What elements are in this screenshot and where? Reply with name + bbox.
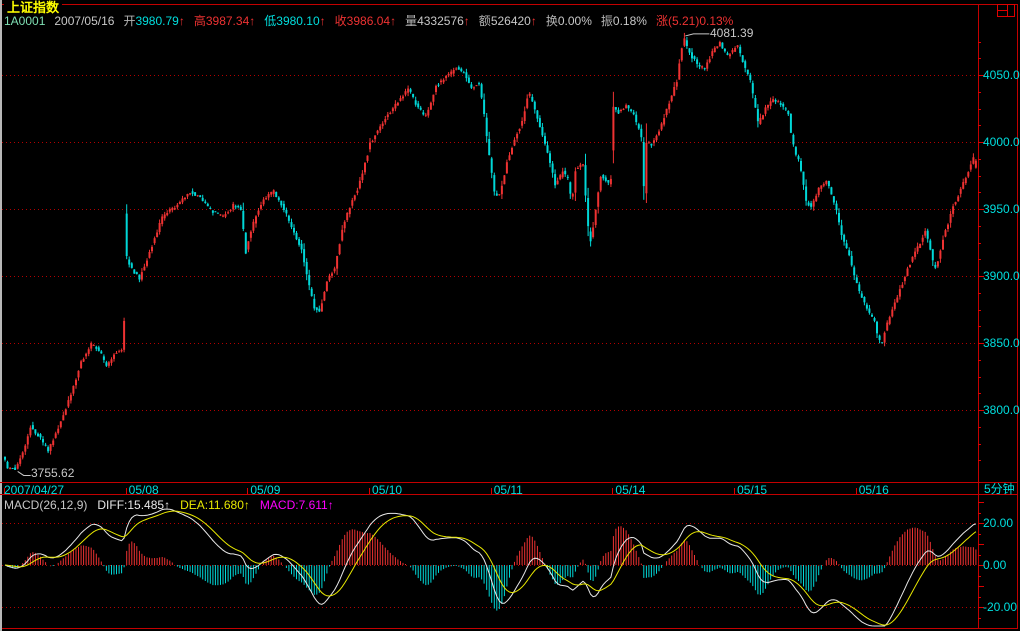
frame-line-top [0,4,1018,5]
price-axis-label: 3900.0 [983,269,1020,283]
macd-arrow-icon: ↑ [327,498,334,512]
dea-arrow-icon: ↑ [243,498,250,512]
dea-line [4,510,977,626]
quote-field-量: 量4332576↑ [405,14,470,28]
quote-field-换: 换0.00% [545,14,592,28]
date-label: 05/16 [858,483,889,497]
macd-axis-label: 20.00 [983,516,1014,530]
main-chart-area[interactable] [2,28,978,482]
price-axis-label: 4050.0 [983,68,1020,82]
symbol-code: 1A0001 [4,14,46,28]
frame-line-bottom [0,628,1018,629]
frame-line-left [0,0,2,631]
date-label: 05/09 [250,483,281,497]
macd-indicator-header: MACD(26,12,9) DIFF:15.485↑ DEA:11.680↑ M… [4,499,334,512]
date-label: 2007/04/27 [4,483,65,497]
index-title: 上证指数 [4,1,63,14]
date-label: 05/08 [128,483,159,497]
low-annotation-leader [17,471,31,476]
high-annotation-leader [685,33,710,37]
quote-field-额: 额526420↑ [478,14,537,28]
diff-line [4,508,977,627]
quote-field-涨: 涨(5.21)0.13% [655,14,734,28]
quote-date: 2007/05/16 [54,14,115,28]
quote-field-收: 收3986.04↑ [334,14,397,28]
diff-value: DIFF:15.485↑ [97,498,171,512]
date-label: 05/15 [737,483,768,497]
axis-separator [978,4,979,629]
macd-name: MACD(26,12,9) [4,498,88,512]
period-label: 5分钟 [984,482,1015,496]
price-axis-label: 3950.0 [983,202,1020,216]
dea-value: DEA:11.680↑ [180,498,250,512]
date-label: 05/11 [493,483,523,497]
quote-field-振: 振0.18% [600,14,647,28]
date-row-top-line [0,482,1018,483]
date-row-bottom-line [0,494,1018,495]
macd-axis-ticks [978,502,984,619]
macd-axis-label: -20.00 [983,600,1018,614]
diff-arrow-icon: ↑ [164,498,171,512]
macd-gridlines [2,523,978,608]
price-axis-label: 3850.0 [983,336,1020,350]
macd-value: MACD:7.611↑ [259,498,334,512]
macd-axis-label: 0.00 [983,558,1007,572]
price-axis-label: 3800.0 [983,403,1020,417]
quote-field-低: 低3980.10↑ [264,14,326,28]
low-price-annotation: 3755.62 [31,466,75,480]
price-axis-ticks [978,42,984,461]
quote-field-高: 高3987.34↑ [193,14,256,28]
date-label: 05/14 [615,483,646,497]
frame-line-right [1017,4,1018,629]
macd-chart-area[interactable] [2,495,978,628]
price-axis-label: 4000.0 [983,135,1020,149]
date-label: 05/10 [372,483,403,497]
split-window-icon[interactable] [997,4,1015,17]
high-price-annotation: 4081.39 [710,26,754,40]
quote-fields: 开3980.79↑ 高3987.34↑ 低3980.10↑ 收3986.04↑ 量433… [123,14,734,28]
candlesticks [4,32,977,470]
quote-header: 1A0001 2007/05/16 开3980.79↑ 高3987.34↑ 低398… [4,14,734,28]
quote-field-开: 开3980.79↑ [123,14,185,28]
date-axis-ticks [4,488,857,494]
